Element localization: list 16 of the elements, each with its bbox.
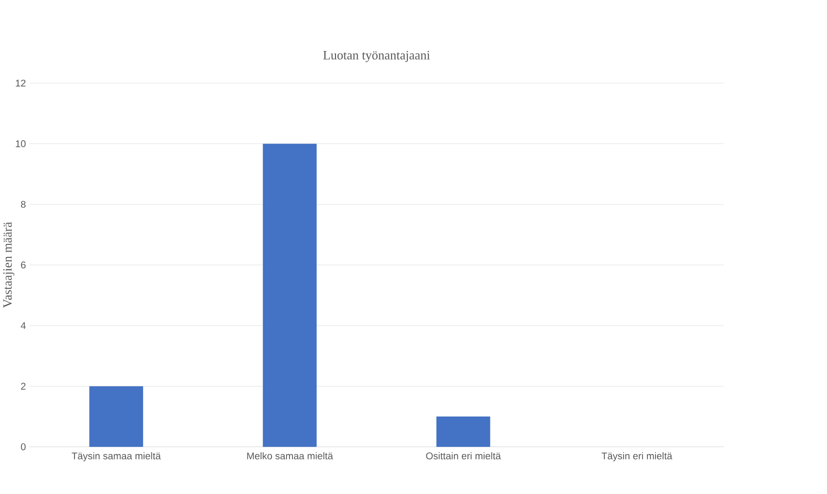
- bar: [262, 144, 317, 447]
- y-tick-label: 4: [20, 322, 26, 330]
- y-tick-label: 10: [16, 140, 26, 148]
- y-axis-title: Vastaajien määrä: [3, 222, 14, 308]
- y-tick-label: 12: [16, 80, 26, 87]
- bar: [436, 416, 490, 447]
- y-tick-label: 8: [20, 201, 26, 208]
- x-tick-label: Osittain eri mieltä: [426, 452, 501, 460]
- x-tick-label: Täysin eri mieltä: [602, 452, 672, 462]
- x-tick-label: Täysin samaa mieltä: [72, 452, 161, 462]
- y-tick-label: 0: [20, 444, 26, 450]
- y-tick-label: 6: [21, 262, 26, 269]
- bar: [89, 386, 144, 447]
- chart-title: Luotan työnantajaani: [323, 51, 430, 62]
- y-tick-label: 2: [21, 382, 26, 390]
- x-tick-label: Melko samaa mieltä: [247, 452, 334, 460]
